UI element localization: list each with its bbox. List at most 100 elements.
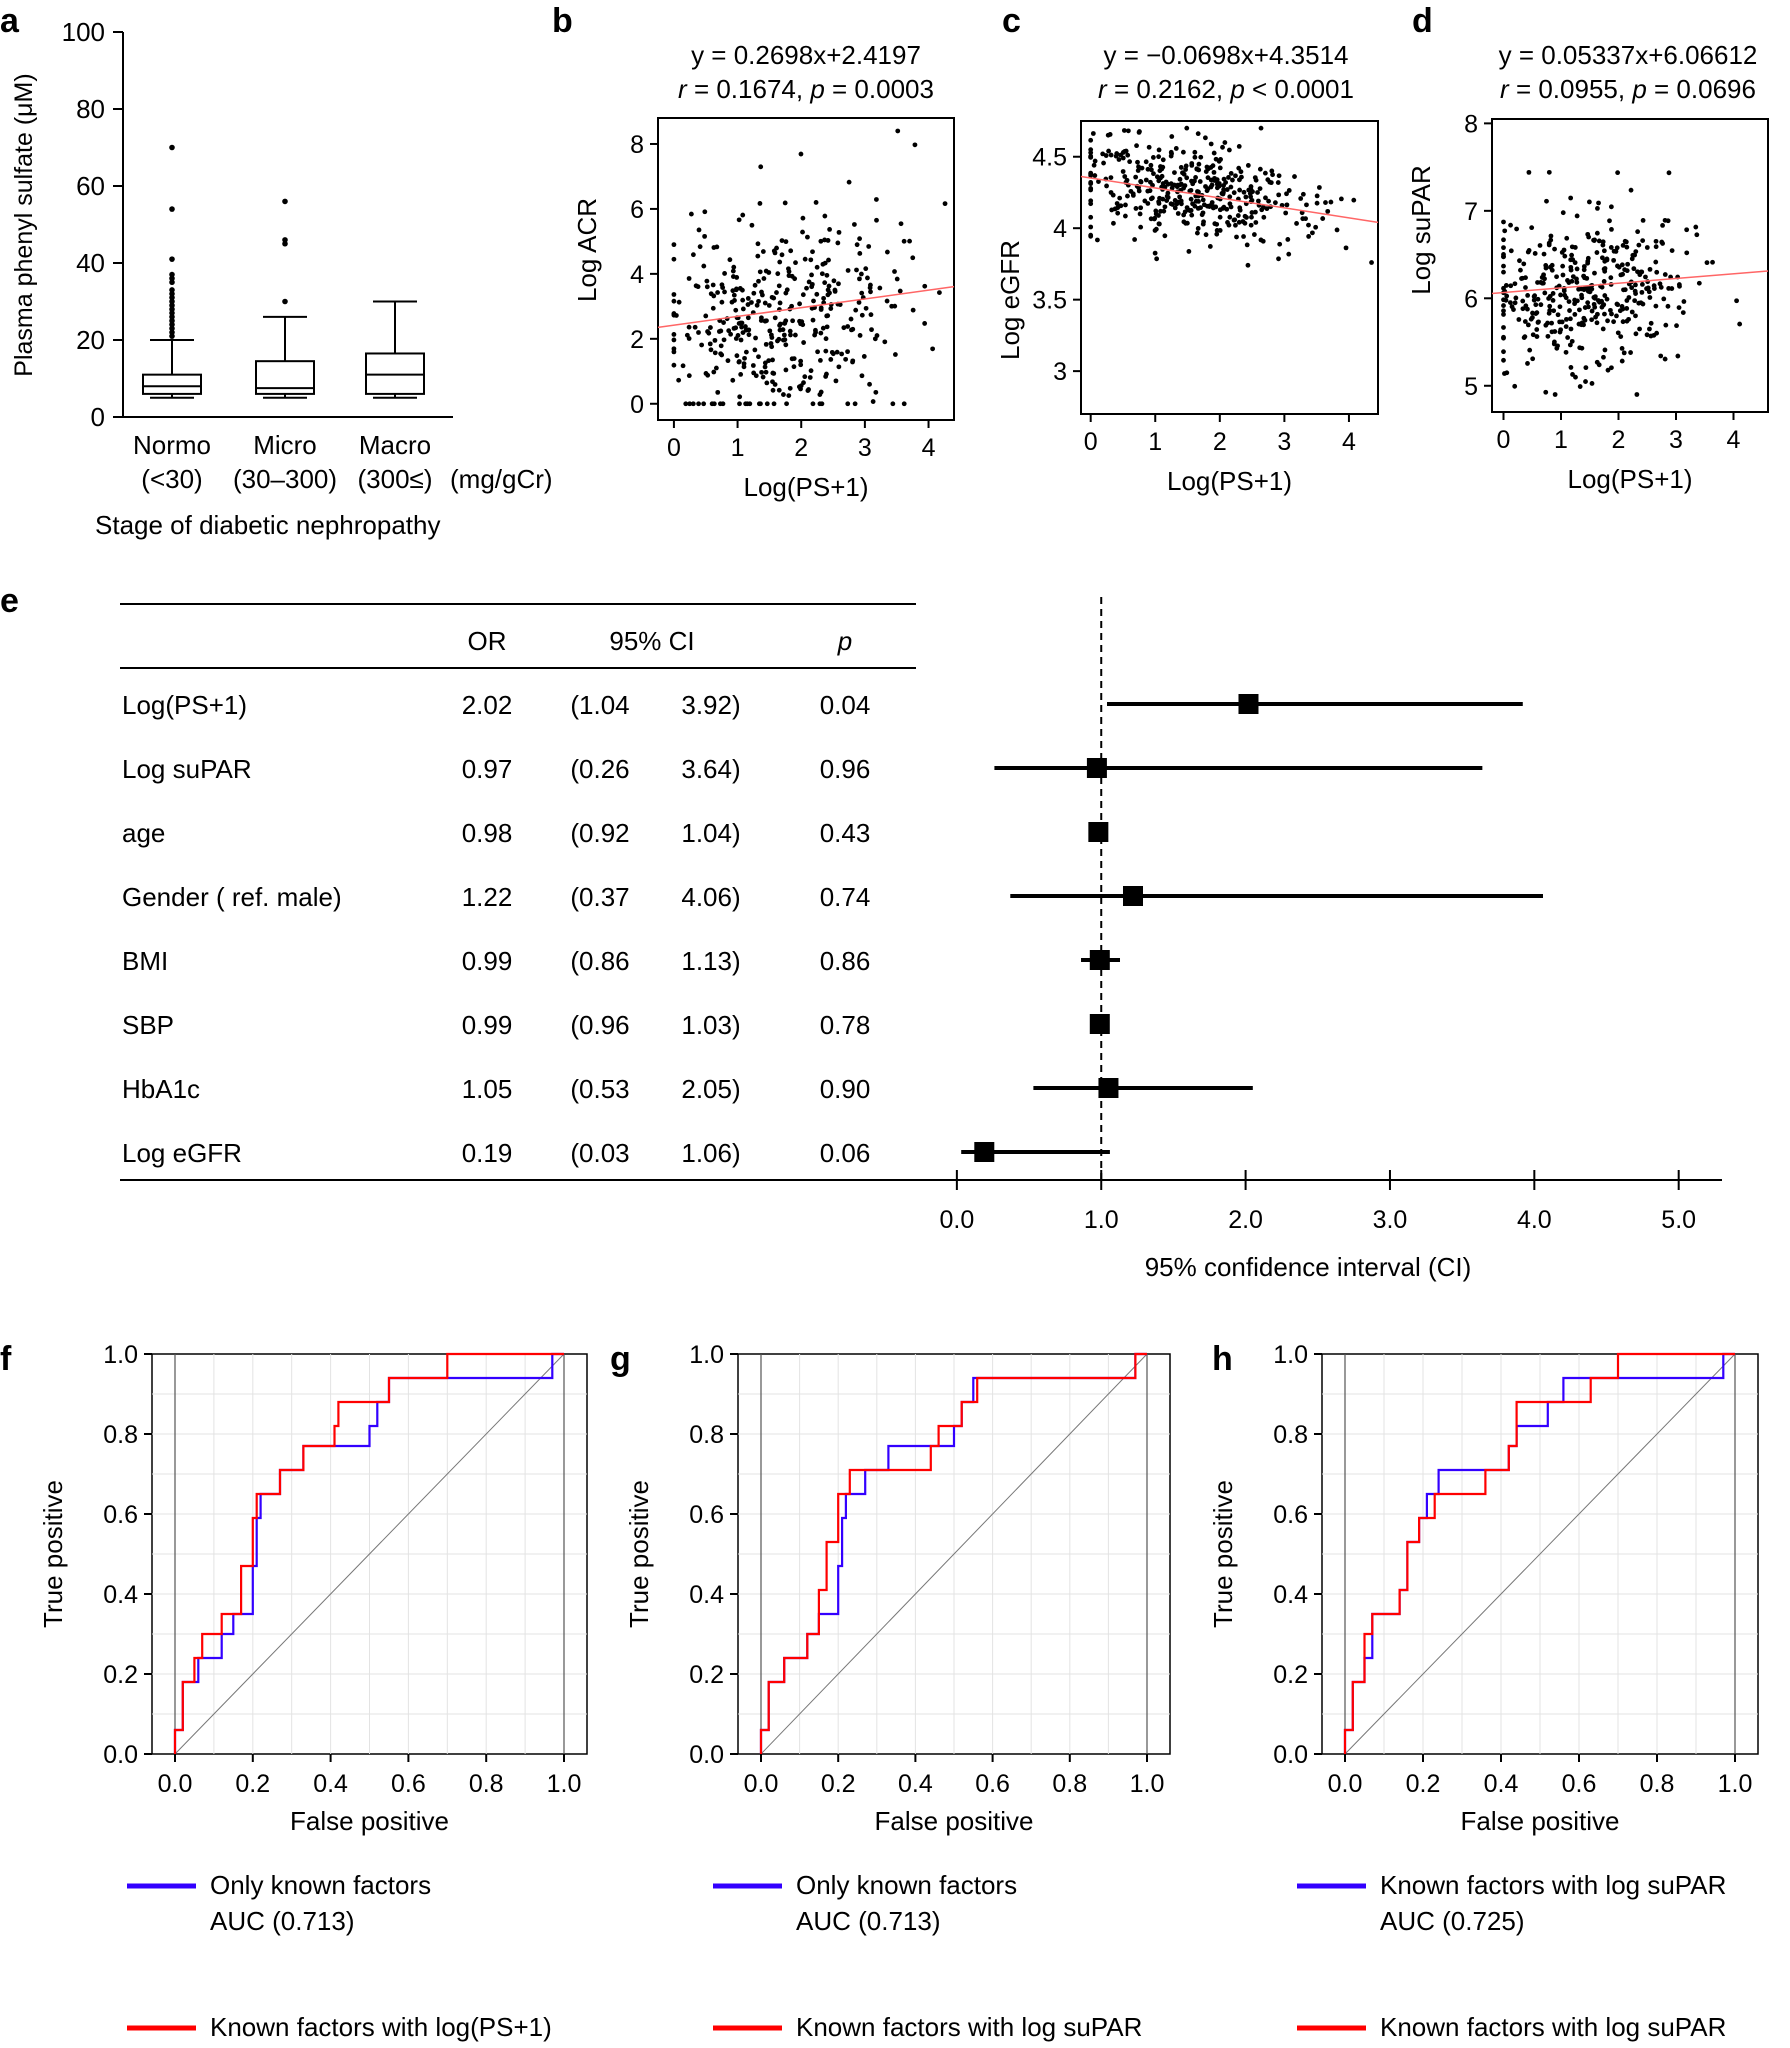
scatter-point-c xyxy=(1292,174,1297,179)
y-tick-label-c: 3.5 xyxy=(1032,287,1067,315)
scatter-point-b xyxy=(912,142,918,148)
scatter-point-c xyxy=(1139,165,1145,171)
y-tick-label-b: 6 xyxy=(630,196,644,224)
scatter-point-c xyxy=(1156,213,1161,218)
scatter-point-d xyxy=(1551,308,1557,314)
scatter-point-b xyxy=(734,286,739,292)
scatter-point-b xyxy=(686,276,692,281)
scatter-point-b xyxy=(701,263,707,269)
scatter-point-d xyxy=(1616,264,1622,270)
scatter-point-b xyxy=(839,351,845,357)
scatter-point-d xyxy=(1502,228,1508,234)
scatter-point-b xyxy=(701,401,707,407)
scatter-point-b xyxy=(776,387,782,393)
row-p: 0.86 xyxy=(820,946,871,976)
scatter-point-b xyxy=(775,271,781,277)
scatter-point-c xyxy=(1245,262,1251,268)
scatter-point-c xyxy=(1146,144,1152,150)
scatter-point-b xyxy=(722,289,727,295)
scatter-point-d xyxy=(1643,274,1648,280)
scatter-point-d xyxy=(1696,280,1702,286)
scatter-point-d xyxy=(1636,242,1642,248)
scatter-point-c xyxy=(1222,140,1228,145)
scatter-point-b xyxy=(721,320,726,325)
scatter-point-d xyxy=(1646,289,1652,295)
scatter-point-d xyxy=(1602,347,1608,353)
scatter-point-c xyxy=(1090,131,1096,136)
legend-name-h: Known factors with log suPAR xyxy=(1380,2012,1726,2042)
scatter-point-b xyxy=(731,292,737,298)
scatter-point-b xyxy=(894,276,900,282)
row-ci-high: 3.92) xyxy=(681,690,740,720)
scatter-point-d xyxy=(1568,195,1574,201)
scatter-point-c xyxy=(1187,208,1193,214)
outlier-point xyxy=(169,306,175,313)
scatter-point-b xyxy=(865,275,870,281)
scatter-point-b xyxy=(897,288,903,294)
scatter-point-d xyxy=(1525,292,1531,298)
scatter-point-b xyxy=(708,325,713,330)
scatter-point-d xyxy=(1572,312,1578,317)
scatter-point-c xyxy=(1276,256,1281,262)
scatter-point-c xyxy=(1236,143,1242,149)
x-tick-label-b: 0 xyxy=(667,434,681,462)
stats-part: = 0.1674, xyxy=(687,74,811,104)
scatter-point-d xyxy=(1572,301,1577,307)
scatter-point-c xyxy=(1204,188,1210,194)
scatter-point-d xyxy=(1633,282,1638,288)
scatter-point-b xyxy=(826,283,832,289)
scatter-point-b xyxy=(836,229,842,235)
y-tick-label-c: 4.5 xyxy=(1032,144,1067,172)
x-tick-label-d: 3 xyxy=(1669,426,1683,454)
scatter-point-c xyxy=(1184,205,1190,211)
scatter-point-b xyxy=(762,364,768,370)
scatter-point-c xyxy=(1255,190,1260,195)
outlier-point xyxy=(169,333,175,339)
legend-auc-g: AUC (0.713) xyxy=(796,1906,941,1936)
scatter-point-b xyxy=(800,292,806,298)
scatter-point-c xyxy=(1178,181,1184,187)
scatter-point-c xyxy=(1241,189,1247,195)
scatter-point-d xyxy=(1558,327,1564,333)
scatter-point-c xyxy=(1213,204,1219,210)
x-tick-label-h: 0.0 xyxy=(1328,1770,1363,1798)
row-ci-high: 1.04) xyxy=(681,818,740,848)
scatter-point-b xyxy=(852,401,858,407)
scatter-point-c xyxy=(1279,202,1285,208)
scatter-point-c xyxy=(1122,174,1128,179)
scatter-point-b xyxy=(809,305,815,311)
scatter-point-d xyxy=(1525,306,1530,312)
scatter-point-d xyxy=(1633,249,1639,254)
scatter-point-b xyxy=(822,280,828,286)
scatter-point-c xyxy=(1125,193,1130,199)
scatter-point-c xyxy=(1123,202,1128,208)
scatter-point-b xyxy=(786,393,792,399)
scatter-point-d xyxy=(1639,281,1645,287)
scatter-point-b xyxy=(836,364,842,370)
scatter-point-c xyxy=(1127,159,1133,165)
scatter-point-d xyxy=(1520,275,1525,281)
scatter-point-d xyxy=(1638,300,1644,306)
scatter-point-c xyxy=(1183,167,1189,172)
scatter-point-d xyxy=(1618,272,1624,278)
scatter-point-d xyxy=(1623,239,1629,245)
row-ci-high: 2.05) xyxy=(681,1074,740,1104)
scatter-point-d xyxy=(1516,317,1522,322)
chance-line-f xyxy=(174,1353,565,1755)
scatter-point-c xyxy=(1116,157,1122,162)
scatter-point-b xyxy=(745,296,751,301)
scatter-point-d xyxy=(1509,304,1515,310)
unit-label-a: (mg/gCr) xyxy=(450,464,553,494)
scatter-point-d xyxy=(1582,305,1588,310)
scatter-point-c xyxy=(1114,151,1120,156)
scatter-point-d xyxy=(1555,312,1561,318)
scatter-point-d xyxy=(1601,279,1607,284)
scatter-point-b xyxy=(725,358,731,364)
scatter-point-d xyxy=(1625,261,1631,267)
scatter-point-d xyxy=(1522,334,1528,340)
scatter-point-c xyxy=(1145,166,1151,172)
scatter-point-c xyxy=(1108,175,1114,181)
scatter-point-b xyxy=(851,222,857,227)
scatter-point-c xyxy=(1249,214,1254,220)
scatter-point-d xyxy=(1534,334,1540,339)
